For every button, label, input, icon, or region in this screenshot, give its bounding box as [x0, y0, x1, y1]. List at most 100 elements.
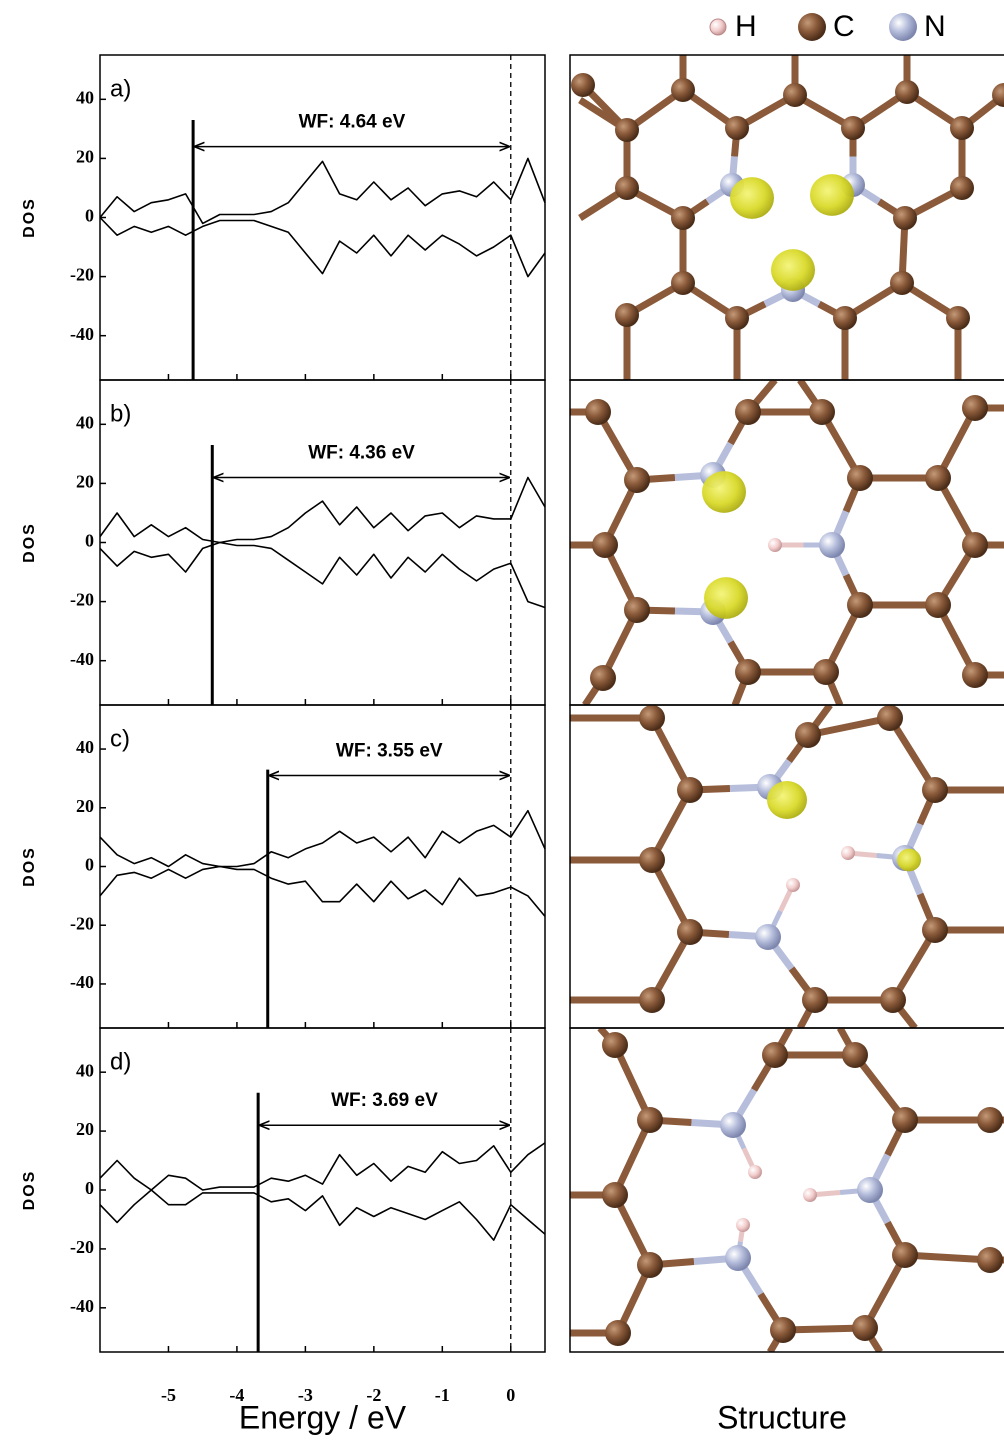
structure-panel	[570, 705, 1004, 1028]
figure: H C N Structure -40-2002040DOSa)WF: 4.64…	[0, 0, 1004, 1441]
legend-n-swatch	[889, 13, 917, 41]
hydrogen-atom	[736, 1218, 750, 1232]
carbon-atom	[725, 116, 749, 140]
plot-frame	[100, 380, 545, 705]
y-axis-label: DOS	[21, 197, 38, 238]
carbon-atom	[890, 271, 914, 295]
structure-panel	[570, 380, 1004, 705]
panel-frame	[570, 705, 1004, 1028]
carbon-atom	[735, 659, 761, 685]
carbon-atom	[809, 399, 835, 425]
carbon-atom	[795, 722, 821, 748]
carbon-atom	[880, 987, 906, 1013]
carbon-atom	[677, 919, 703, 945]
carbon-atom	[677, 777, 703, 803]
carbon-atom	[847, 465, 873, 491]
charge-density	[702, 471, 746, 513]
y-tick-label: 20	[76, 796, 94, 816]
carbon-atom	[602, 1032, 628, 1058]
carbon-atom	[950, 176, 974, 200]
carbon-atom	[615, 303, 639, 327]
carbon-atom	[922, 777, 948, 803]
y-tick-label: 20	[76, 147, 94, 167]
y-tick-label: 0	[85, 855, 94, 875]
hydrogen-atom	[841, 846, 855, 860]
carbon-atom	[637, 1252, 663, 1278]
legend-label: N	[924, 10, 946, 43]
charge-density	[704, 577, 748, 619]
dos-panel: -40-2002040DOSb)WF: 4.36 eV	[21, 380, 545, 705]
carbon-atom	[842, 1042, 868, 1068]
carbon-atom	[962, 662, 988, 688]
y-axis-label: DOS	[21, 846, 38, 887]
y-tick-label: -20	[70, 590, 94, 610]
y-axis-label: DOS	[21, 1170, 38, 1211]
y-tick-label: -20	[70, 1237, 94, 1257]
carbon-atom	[813, 659, 839, 685]
carbon-atom	[841, 116, 865, 140]
y-tick-label: 0	[85, 1178, 94, 1198]
legend-c-swatch	[798, 13, 826, 41]
carbon-atom	[592, 532, 618, 558]
x-axis-label: Energy / eV	[239, 1399, 407, 1435]
carbon-atom	[762, 1042, 788, 1068]
x-tick-label: 0	[506, 1385, 515, 1405]
x-tick-label: -1	[435, 1385, 450, 1405]
carbon-atom	[735, 399, 761, 425]
carbon-atom	[585, 399, 611, 425]
carbon-atom	[783, 83, 807, 107]
y-tick-label: 40	[76, 412, 94, 432]
carbon-atom	[615, 118, 639, 142]
carbon-atom	[802, 987, 828, 1013]
carbon-atom	[639, 705, 665, 731]
structure-panel	[571, 55, 1004, 380]
charge-density	[771, 249, 815, 291]
carbon-atom	[615, 176, 639, 200]
plot-frame	[100, 1028, 545, 1352]
structure-title: Structure	[717, 1399, 847, 1435]
carbon-atom	[852, 1315, 878, 1341]
carbon-atom	[833, 306, 857, 330]
y-tick-label: 40	[76, 737, 94, 757]
dos-curve	[100, 811, 545, 867]
carbon-atom	[892, 1107, 918, 1133]
nitrogen-atom	[720, 1112, 746, 1138]
dos-curve	[100, 158, 545, 223]
wf-annotation: WF: 4.64 eV	[299, 112, 406, 133]
carbon-atom	[671, 271, 695, 295]
y-tick-label: -40	[70, 1296, 94, 1316]
y-tick-label: 20	[76, 1119, 94, 1139]
carbon-atom	[977, 1107, 1003, 1133]
carbon-atom	[946, 306, 970, 330]
y-tick-label: 40	[76, 87, 94, 107]
y-tick-label: -40	[70, 324, 94, 344]
carbon-atom	[892, 1242, 918, 1268]
y-axis-label: DOS	[21, 522, 38, 563]
y-tick-label: -20	[70, 265, 94, 285]
dos-curve	[100, 1190, 545, 1240]
carbon-atom	[950, 116, 974, 140]
carbon-atom	[877, 705, 903, 731]
structures	[570, 55, 1004, 1352]
y-tick-label: 0	[85, 206, 94, 226]
carbon-atom	[624, 597, 650, 623]
dos-curve	[100, 867, 545, 917]
carbon-atom	[962, 395, 988, 421]
hydrogen-atom	[803, 1188, 817, 1202]
y-tick-label: 40	[76, 1060, 94, 1080]
x-tick-label: -5	[161, 1385, 176, 1405]
carbon-atom	[925, 592, 951, 618]
carbon-atom	[624, 467, 650, 493]
carbon-atom	[602, 1182, 628, 1208]
panel-label: c)	[110, 725, 130, 752]
y-tick-label: 20	[76, 472, 94, 492]
carbon-atom	[977, 1247, 1003, 1273]
wf-annotation: WF: 3.69 eV	[331, 1090, 438, 1111]
y-tick-label: -40	[70, 649, 94, 669]
dos-curve	[100, 478, 545, 543]
carbon-atom	[639, 987, 665, 1013]
panel-label: b)	[110, 400, 131, 427]
charge-density	[730, 177, 774, 219]
